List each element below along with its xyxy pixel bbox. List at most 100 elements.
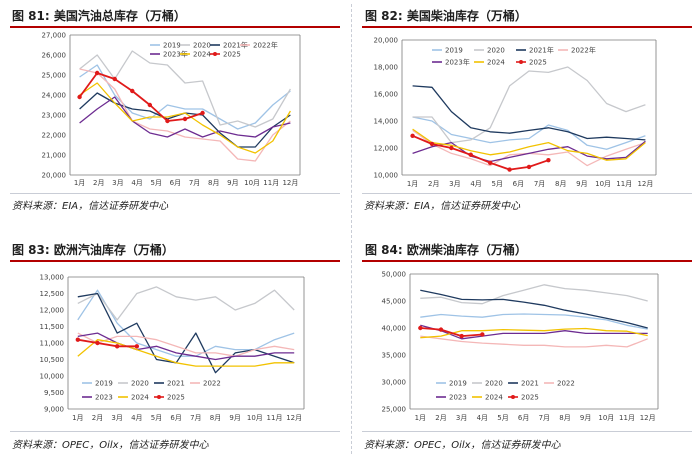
x-tick-label: 6月 — [513, 180, 524, 188]
y-tick-label: 50,000 — [382, 271, 407, 279]
y-tick-label: 12,500 — [40, 290, 65, 298]
y-tick-label: 25,000 — [42, 72, 67, 80]
x-tick-label: 11月 — [267, 414, 283, 422]
x-tick-label: 7月 — [539, 414, 550, 422]
legend-label-2022: 2022 — [203, 380, 221, 388]
y-tick-label: 45,000 — [382, 298, 407, 306]
chart-83-title: 图 83: 欧洲汽油库存（万桶） — [12, 241, 174, 258]
chart-84: 25,000 30,000 35,000 40,000 45,000 50,000 1月 2月… — [382, 271, 659, 422]
x-tick-label: 1月 — [407, 180, 418, 188]
x-tick-label: 9月 — [227, 179, 238, 187]
y-tick-label: 23,000 — [42, 112, 67, 120]
y-tick-label: 12,000 — [374, 145, 399, 153]
x-tick-label: 3月 — [111, 414, 122, 422]
series-point-2025 — [112, 76, 117, 82]
x-tick-label: 2月 — [92, 414, 103, 422]
column-separator — [351, 4, 352, 454]
legend-marker-2025 — [519, 60, 523, 64]
x-tick-label: 3月 — [449, 180, 460, 188]
series-point-2025 — [546, 157, 551, 163]
legend-label-2023: 2023年 — [163, 50, 188, 59]
x-tick-label: 5月 — [497, 414, 508, 422]
legend-label-2022: 2022 — [557, 380, 575, 388]
x-tick-label: 3月 — [112, 179, 123, 187]
series-point-2025 — [75, 337, 81, 342]
series-point-2025 — [94, 70, 100, 76]
y-tick-label: 25,000 — [382, 406, 407, 414]
series-line-2022 — [420, 335, 648, 348]
chart-83-heading: 欧洲汽油库存（万桶） — [53, 243, 174, 257]
y-tick-label: 10,000 — [40, 373, 65, 381]
x-tick-label: 3月 — [456, 414, 467, 422]
series-point-2025 — [487, 160, 493, 166]
chart-82-label: 图 82: — [365, 9, 403, 23]
legend-label-2025: 2025 — [529, 59, 547, 67]
series-point-2025 — [147, 102, 153, 108]
chart-83-source: 资料来源：OPEC，Oilx，信达证券研发中心 — [12, 440, 209, 451]
legend-label-2020: 2020 — [487, 47, 505, 55]
x-tick-label: 4月 — [131, 179, 142, 187]
y-tick-label: 10,000 — [374, 172, 399, 180]
series-line-2021 — [412, 85, 646, 141]
y-tick-label: 21,000 — [42, 152, 67, 160]
y-tick-label: 9,500 — [44, 389, 64, 397]
x-tick-label: 9月 — [580, 414, 591, 422]
y-tick-label: 22,000 — [42, 132, 67, 140]
y-tick-label: 20,000 — [374, 37, 399, 45]
x-tick-label: 11月 — [263, 179, 279, 187]
x-tick-label: 8月 — [208, 179, 219, 187]
x-tick-label: 1月 — [72, 414, 83, 422]
legend-marker-2025 — [213, 52, 217, 56]
chart-82-heading: 美国柴油库存（万桶） — [406, 9, 527, 23]
y-tick-label: 9,000 — [44, 406, 64, 414]
legend-label-2019: 2019 — [95, 380, 113, 388]
series-point-2025 — [134, 344, 140, 349]
legend-label-2022: 2022年 — [571, 46, 596, 55]
y-tick-label: 27,000 — [42, 32, 67, 40]
legend-label-2021: 2021 — [521, 380, 539, 388]
x-tick-label: 7月 — [190, 414, 201, 422]
x-tick-label: 11月 — [616, 180, 632, 188]
x-tick-label: 9月 — [576, 180, 587, 188]
y-tick-label: 14,000 — [374, 118, 399, 126]
x-tick-label: 10月 — [595, 180, 611, 188]
x-tick-label: 4月 — [470, 180, 481, 188]
x-tick-label: 12月 — [282, 179, 298, 187]
series-line-2019 — [77, 289, 295, 357]
series-point-2025 — [507, 167, 512, 172]
series-line-2023 — [77, 332, 295, 361]
chart-81-title: 图 81: 美国汽油总库存（万桶） — [12, 7, 186, 24]
chart-81-heading: 美国汽油总库存（万桶） — [53, 9, 186, 23]
legend-marker-2025 — [511, 395, 515, 399]
legend-label-2023: 2023年 — [445, 58, 470, 67]
legend-label-2021: 2021年 — [529, 46, 554, 55]
series-line-2022 — [79, 68, 291, 162]
series-line-2023 — [412, 140, 646, 163]
series-point-2025 — [449, 145, 454, 151]
x-tick-label: 8月 — [555, 180, 566, 188]
y-tick-label: 18,000 — [374, 64, 399, 72]
chart-82-title: 图 82: 美国柴油库存（万桶） — [365, 7, 527, 24]
x-tick-label: 11月 — [619, 414, 635, 422]
x-tick-label: 10月 — [244, 179, 260, 187]
chart-81: 20,000 21,000 22,000 23,000 24,000 25,000 26,0… — [42, 32, 301, 187]
legend-label-2020: 2020 — [485, 380, 503, 388]
legend-label-2023: 2023 — [449, 394, 467, 402]
x-tick-label: 10月 — [598, 414, 614, 422]
x-tick-label: 2月 — [428, 180, 439, 188]
series-line-2024 — [79, 82, 291, 154]
legend-label-2025: 2025 — [223, 51, 241, 59]
chart-81-source: 资料来源：EIA，信达证券研发中心 — [12, 201, 169, 212]
legend-label-2020: 2020 — [131, 380, 149, 388]
series-line-2021 — [420, 289, 648, 329]
y-tick-label: 30,000 — [382, 379, 407, 387]
series-point-2025 — [200, 110, 205, 116]
x-tick-label: 1月 — [74, 179, 85, 187]
chart-84-title: 图 84: 欧洲柴油库存（万桶） — [365, 241, 527, 258]
series-point-2025 — [410, 133, 415, 139]
series-line-2019 — [79, 64, 291, 130]
x-tick-label: 5月 — [151, 414, 162, 422]
legend-label-2024: 2024 — [193, 51, 211, 59]
chart-82: 10,000 12,000 14,000 16,000 18,000 20,000 1月 2月… — [374, 37, 657, 188]
legend-label-2024: 2024 — [485, 394, 503, 402]
